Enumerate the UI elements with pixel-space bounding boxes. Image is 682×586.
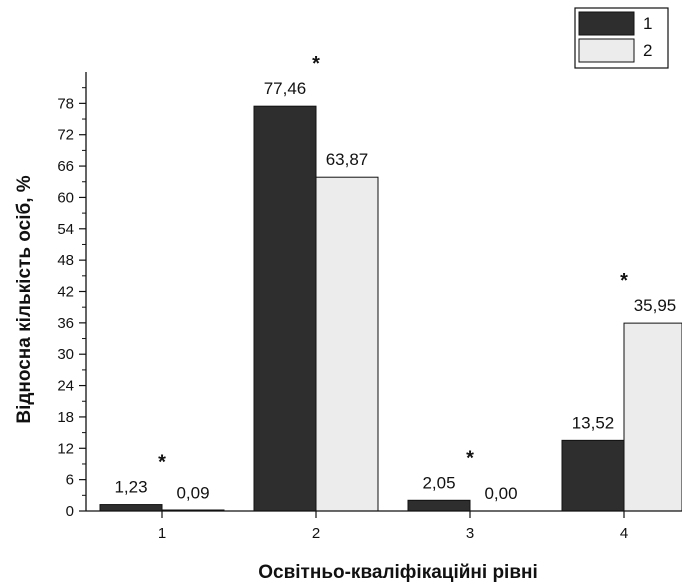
y-tick-label: 36 bbox=[57, 315, 74, 332]
y-tick-label: 72 bbox=[57, 127, 74, 144]
x-tick-label: 4 bbox=[620, 525, 628, 542]
data-label: 13,52 bbox=[572, 413, 615, 432]
y-tick-label: 60 bbox=[57, 189, 74, 206]
y-tick-label: 42 bbox=[57, 284, 74, 301]
y-tick-label: 54 bbox=[57, 221, 74, 238]
data-label: 1,23 bbox=[114, 478, 147, 497]
legend-label-series-2: 2 bbox=[643, 41, 652, 60]
bar-series-2-cat-2 bbox=[315, 176, 379, 512]
y-tick-label: 6 bbox=[66, 472, 74, 489]
bar-series-1-cat-4 bbox=[561, 439, 625, 512]
significance-star: * bbox=[158, 452, 166, 474]
y-tick-label: 78 bbox=[57, 95, 74, 112]
data-label: 35,95 bbox=[634, 296, 677, 315]
significance-markers-group: * * * * bbox=[158, 53, 628, 473]
y-tick-label: 66 bbox=[57, 158, 74, 175]
bar-series-1-cat-1 bbox=[99, 504, 163, 512]
y-ticks-group: 0 6 12 18 24 30 36 42 48 54 60 66 72 78 bbox=[57, 87, 86, 520]
bar-series-2-cat-4 bbox=[623, 322, 682, 512]
legend-swatch-series-1 bbox=[578, 11, 635, 36]
x-axis-title: Освітньо-кваліфікаційні рівні bbox=[258, 562, 538, 583]
x-tick-label: 2 bbox=[312, 525, 320, 542]
x-ticks-group: 1 2 3 4 bbox=[158, 511, 628, 542]
legend-label-series-1: 1 bbox=[643, 14, 652, 33]
y-axis-title: Відносна кількість осіб, % bbox=[14, 175, 35, 423]
legend-swatch-series-2 bbox=[578, 38, 635, 63]
data-label: 0,00 bbox=[484, 484, 517, 503]
data-label: 2,05 bbox=[422, 473, 455, 492]
significance-star: * bbox=[466, 447, 474, 469]
y-tick-label: 18 bbox=[57, 409, 74, 426]
legend: 1 2 bbox=[574, 7, 669, 69]
significance-star: * bbox=[312, 53, 320, 75]
data-labels-group: 1,23 0,09 77,46 63,87 2,05 0,00 13,52 35,95 bbox=[114, 79, 676, 503]
bar-series-1-cat-2 bbox=[253, 105, 317, 512]
data-label: 0,09 bbox=[176, 484, 209, 503]
y-tick-label: 12 bbox=[57, 440, 74, 457]
y-tick-label: 24 bbox=[57, 378, 74, 395]
bar-series-1-cat-3 bbox=[407, 499, 471, 512]
significance-star: * bbox=[620, 270, 628, 292]
y-tick-label: 0 bbox=[66, 503, 74, 520]
data-label: 63,87 bbox=[326, 150, 369, 169]
y-tick-label: 48 bbox=[57, 252, 74, 269]
x-tick-label: 3 bbox=[466, 525, 474, 542]
data-label: 77,46 bbox=[264, 79, 307, 98]
bars-group bbox=[99, 105, 682, 512]
y-tick-label: 30 bbox=[57, 346, 74, 363]
x-tick-label: 1 bbox=[158, 525, 166, 542]
